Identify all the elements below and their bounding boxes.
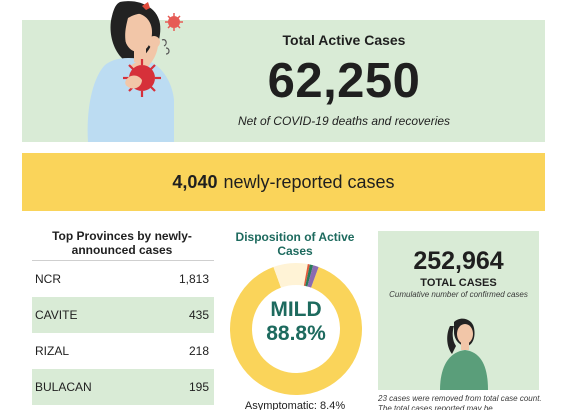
province-value: 195 <box>188 380 209 394</box>
active-cases-count: 62,250 <box>267 54 421 108</box>
new-cases-banner: 4,040 newly-reported cases <box>22 153 545 211</box>
province-name: CAVITE <box>35 308 78 322</box>
disposition-donut <box>230 263 362 395</box>
mild-percent: 88.8% <box>266 322 326 345</box>
total-cases-label: TOTAL CASES <box>420 277 497 289</box>
disposition-title: Disposition of Active Cases <box>235 230 355 258</box>
person-icon <box>440 318 488 390</box>
top-provinces-title: Top Provinces by newly-announced cases <box>52 229 192 257</box>
table-row: RIZAL 218 <box>32 333 214 369</box>
coughing-person-icon <box>87 1 183 142</box>
provinces-table: NCR 1,813 CAVITE 435 RIZAL 218 BULACAN 1… <box>32 261 214 405</box>
table-row: BULACAN 195 <box>32 369 214 405</box>
total-cases-count: 252,964 <box>413 247 504 275</box>
new-cases-count: 4,040 <box>172 171 218 192</box>
removed-cases-note: 23 cases were removed from total case co… <box>378 394 542 410</box>
mild-label: MILD <box>270 298 322 321</box>
province-name: RIZAL <box>35 344 70 358</box>
province-value: 1,813 <box>178 272 209 286</box>
table-row: NCR 1,813 <box>32 261 214 297</box>
active-cases-subtitle: Net of COVID-19 deaths and recoveries <box>237 114 451 128</box>
divider <box>32 260 214 261</box>
province-value: 435 <box>188 308 209 322</box>
province-value: 218 <box>188 344 209 358</box>
other-segment <box>230 263 362 395</box>
province-name: BULACAN <box>35 380 92 394</box>
active-cases-title: Total Active Cases <box>282 32 406 48</box>
asymptomatic-label: Asymptomatic: 8.4% <box>244 400 346 410</box>
total-cases-description: Cumulative number of confirmed cases <box>389 290 528 299</box>
province-name: NCR <box>35 272 61 286</box>
table-row: CAVITE 435 <box>32 297 214 333</box>
new-cases-label: newly-reported cases <box>223 171 395 192</box>
